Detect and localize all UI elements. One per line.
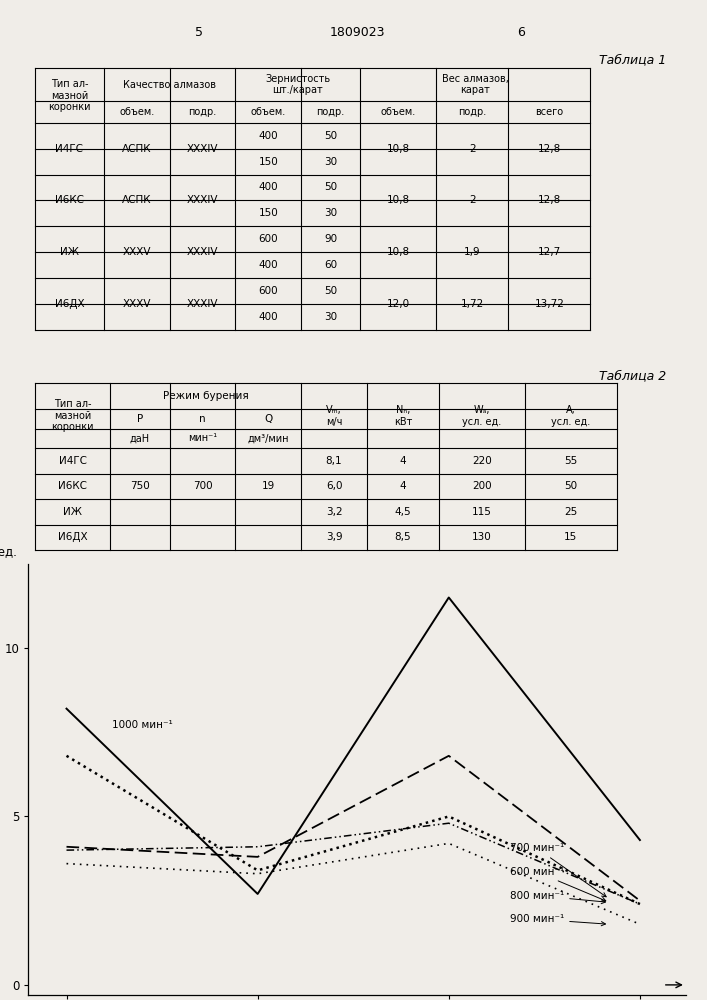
Text: Wₐ,
усл. ед.: Wₐ, усл. ед. <box>462 405 501 427</box>
Text: 50: 50 <box>325 286 337 296</box>
Text: даН: даН <box>130 433 150 443</box>
Text: Тип ал-
мазной
коронки: Тип ал- мазной коронки <box>48 79 90 112</box>
Text: 12,8: 12,8 <box>538 144 561 154</box>
Text: XXXV: XXXV <box>122 299 151 309</box>
Text: 400: 400 <box>259 131 278 141</box>
Text: 4: 4 <box>399 481 407 491</box>
Text: 60: 60 <box>325 260 337 270</box>
Text: 700 мин⁻¹: 700 мин⁻¹ <box>510 843 606 897</box>
Text: 2: 2 <box>469 195 475 205</box>
Text: Nₙ,
кВт: Nₙ, кВт <box>394 405 412 427</box>
Text: 600: 600 <box>259 234 278 244</box>
Text: подр.: подр. <box>317 107 345 117</box>
Text: 700: 700 <box>193 481 212 491</box>
Text: XXXIV: XXXIV <box>187 195 218 205</box>
Text: подр.: подр. <box>458 107 486 117</box>
Text: 30: 30 <box>325 157 337 167</box>
Text: объем.: объем. <box>119 107 154 117</box>
Text: объем.: объем. <box>380 107 416 117</box>
Text: 50: 50 <box>325 182 337 192</box>
Text: Зернистость
шт./карат: Зернистость шт./карат <box>265 74 330 95</box>
Text: 6,0: 6,0 <box>326 481 342 491</box>
Text: n: n <box>199 414 206 424</box>
Text: 10,8: 10,8 <box>387 195 409 205</box>
Text: всего: всего <box>535 107 563 117</box>
Text: 13,72: 13,72 <box>534 299 564 309</box>
Text: мин⁻¹: мин⁻¹ <box>188 433 217 443</box>
Text: 8,5: 8,5 <box>395 532 411 542</box>
Text: дм³/мин: дм³/мин <box>247 433 289 443</box>
Text: 30: 30 <box>325 208 337 218</box>
Text: 50: 50 <box>564 481 578 491</box>
Text: 4,5: 4,5 <box>395 507 411 517</box>
Text: И4ГС: И4ГС <box>59 456 87 466</box>
Text: XXXV: XXXV <box>122 247 151 257</box>
Text: 1000 мин⁻¹: 1000 мин⁻¹ <box>112 720 173 730</box>
Text: ИЖ: ИЖ <box>63 507 82 517</box>
Text: И6КС: И6КС <box>55 195 84 205</box>
Text: 6: 6 <box>518 26 525 39</box>
Text: Качество алмазов: Качество алмазов <box>123 80 216 90</box>
Text: 3,2: 3,2 <box>326 507 342 517</box>
Text: 5: 5 <box>195 26 203 39</box>
Text: АСПК: АСПК <box>122 144 151 154</box>
Text: 4: 4 <box>399 456 407 466</box>
Text: 2: 2 <box>469 144 475 154</box>
Text: Таблица 2: Таблица 2 <box>599 369 666 382</box>
Text: 19: 19 <box>262 481 275 491</box>
Text: 400: 400 <box>259 260 278 270</box>
Text: А,
усл.ед.: А, усл.ед. <box>0 531 18 559</box>
Text: 30: 30 <box>325 312 337 322</box>
Text: И6КС: И6КС <box>58 481 87 491</box>
Text: 90: 90 <box>325 234 337 244</box>
Text: 3,9: 3,9 <box>326 532 342 542</box>
Text: Р: Р <box>137 414 144 424</box>
Text: XXXIV: XXXIV <box>187 247 218 257</box>
Text: 1,9: 1,9 <box>464 247 481 257</box>
Text: 600 мин⁻¹: 600 мин⁻¹ <box>510 867 606 901</box>
Text: 150: 150 <box>258 157 278 167</box>
Text: 15: 15 <box>564 532 578 542</box>
Text: подр.: подр. <box>188 107 216 117</box>
Text: ИЖ: ИЖ <box>60 247 78 257</box>
Text: 130: 130 <box>472 532 492 542</box>
Text: Таблица 1: Таблица 1 <box>599 54 666 67</box>
Text: 800 мин⁻¹: 800 мин⁻¹ <box>510 891 605 904</box>
Text: 50: 50 <box>325 131 337 141</box>
Text: 8,1: 8,1 <box>326 456 342 466</box>
Text: И4ГС: И4ГС <box>55 144 83 154</box>
Text: объем.: объем. <box>251 107 286 117</box>
Text: И6ДХ: И6ДХ <box>58 532 88 542</box>
Text: 1,72: 1,72 <box>460 299 484 309</box>
Text: 150: 150 <box>258 208 278 218</box>
Text: АСПК: АСПК <box>122 195 151 205</box>
Text: 900 мин⁻¹: 900 мин⁻¹ <box>510 914 605 926</box>
Text: 55: 55 <box>564 456 578 466</box>
Text: 600: 600 <box>259 286 278 296</box>
Text: Режим бурения: Режим бурения <box>163 391 249 401</box>
Text: 400: 400 <box>259 312 278 322</box>
Text: А,
усл. ед.: А, усл. ед. <box>551 405 590 427</box>
Text: 10,8: 10,8 <box>387 144 409 154</box>
Text: XXXIV: XXXIV <box>187 144 218 154</box>
Text: 25: 25 <box>564 507 578 517</box>
Text: 750: 750 <box>130 481 150 491</box>
Text: Вес алмазов,
карат: Вес алмазов, карат <box>442 74 509 95</box>
Text: 12,0: 12,0 <box>387 299 409 309</box>
Text: Q: Q <box>264 414 272 424</box>
Text: 12,8: 12,8 <box>538 195 561 205</box>
Text: И6ДХ: И6ДХ <box>54 299 84 309</box>
Text: 220: 220 <box>472 456 492 466</box>
Text: 400: 400 <box>259 182 278 192</box>
Text: 115: 115 <box>472 507 492 517</box>
Text: 12,7: 12,7 <box>538 247 561 257</box>
Text: 1809023: 1809023 <box>329 26 385 39</box>
Text: Vₘ,
м/ч: Vₘ, м/ч <box>326 405 342 427</box>
Text: Тип ал-
мазной
коронки: Тип ал- мазной коронки <box>52 399 94 432</box>
Text: XXXIV: XXXIV <box>187 299 218 309</box>
Text: 200: 200 <box>472 481 492 491</box>
Text: 10,8: 10,8 <box>387 247 409 257</box>
